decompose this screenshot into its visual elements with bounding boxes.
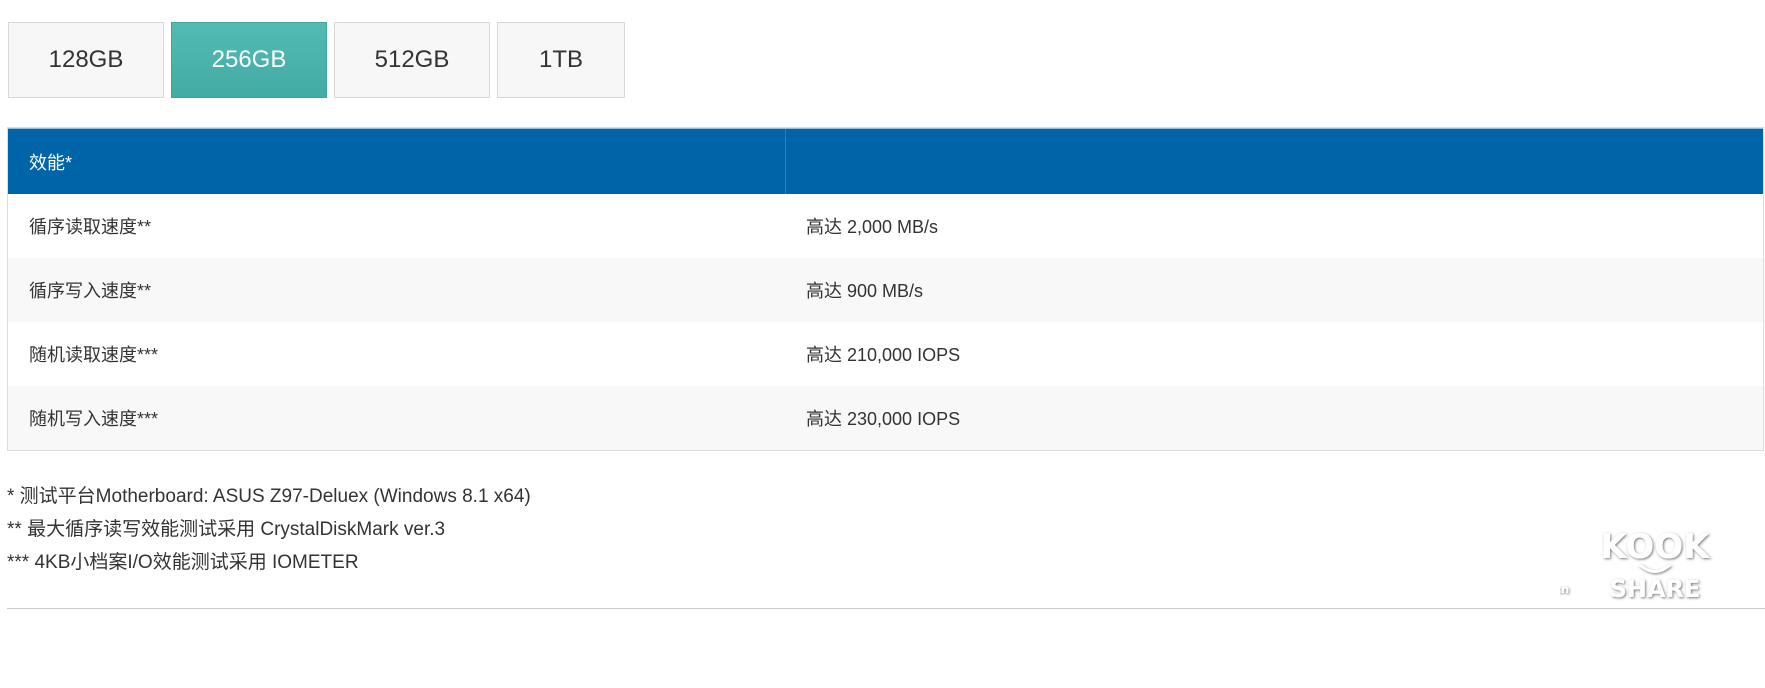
tab-128gb[interactable]: 128GB — [8, 22, 164, 98]
svg-text:koolshare.cn: koolshare.cn — [1560, 583, 1569, 596]
spec-label: 随机读取速度*** — [29, 345, 159, 365]
tab-512gb[interactable]: 512GB — [334, 22, 490, 98]
spec-value: 高达 210,000 IOPS — [806, 345, 961, 365]
svg-text:KOOK: KOOK — [1601, 527, 1712, 567]
capacity-tabs: 128GB 256GB 512GB 1TB — [8, 22, 625, 98]
table-row: 随机写入速度*** 高达 230,000 IOPS — [8, 386, 1763, 450]
footnote: *** 4KB小档案I/O效能测试采用 IOMETER — [7, 552, 359, 573]
table-row: 随机读取速度*** 高达 210,000 IOPS — [8, 322, 1763, 386]
footnote: * 测试平台Motherboard: ASUS Z97-Deluex (Wind… — [7, 486, 531, 507]
spec-label: 循序读取速度** — [29, 217, 152, 237]
spec-value: 高达 230,000 IOPS — [806, 409, 961, 429]
spec-label: 循序写入速度** — [29, 281, 152, 301]
header-cell: 效能* — [8, 129, 786, 194]
spec-value: 高达 900 MB/s — [806, 281, 924, 301]
footnotes: * 测试平台Motherboard: ASUS Z97-Deluex (Wind… — [7, 480, 531, 579]
svg-text:SHARE: SHARE — [1610, 575, 1701, 603]
tab-256gb[interactable]: 256GB — [171, 22, 327, 98]
tab-1tb[interactable]: 1TB — [497, 22, 625, 98]
spec-value: 高达 2,000 MB/s — [806, 217, 939, 237]
table-row: 循序读取速度** 高达 2,000 MB/s — [8, 194, 1763, 258]
table-row: 循序写入速度** 高达 900 MB/s — [8, 258, 1763, 322]
koolshare-watermark-logo: koolshare.cn KOOK SHARE — [1560, 527, 1712, 603]
footnote: ** 最大循序读写效能测试采用 CrystalDiskMark ver.3 — [7, 519, 446, 540]
divider — [7, 608, 1765, 609]
performance-table: 效能* 循序读取速度** 高达 2,000 MB/s 循序写入速度** 高达 9… — [7, 127, 1764, 451]
spec-label: 随机写入速度*** — [29, 409, 159, 429]
table-header: 效能* — [8, 128, 1763, 194]
